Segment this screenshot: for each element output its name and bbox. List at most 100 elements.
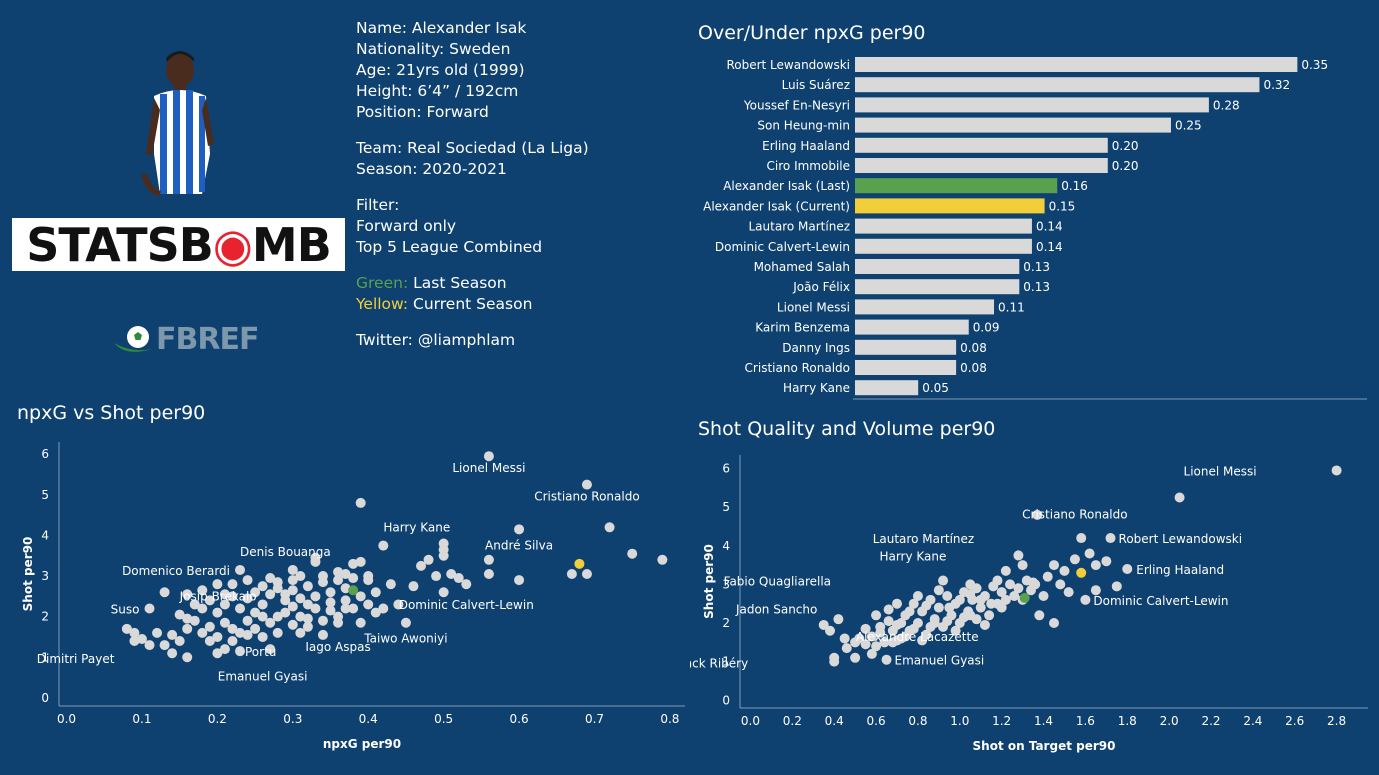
scatter-point [883, 616, 894, 627]
scatter-point [235, 564, 246, 575]
x-tick-label: 0.6 [867, 714, 886, 728]
scatter-point [514, 524, 525, 535]
scatter-point [875, 621, 886, 632]
scatter-point [900, 631, 911, 642]
player-team: Team: Real Sociedad (La Liga) [356, 139, 589, 157]
statsbomb-logo: STATSB ◉ MB [12, 217, 345, 272]
y-tick-label: 0 [722, 693, 730, 707]
scatter-point [908, 598, 919, 609]
scatter-point [355, 556, 366, 567]
scatter-point [219, 589, 230, 600]
scatter-point [483, 569, 494, 579]
x-tick-label: 2.6 [1285, 714, 1304, 728]
y-tick-label: 4 [722, 539, 730, 553]
player-position: Position: Forward [356, 103, 489, 121]
x-tick-label: 0.6 [510, 712, 529, 726]
scatter-point [257, 611, 268, 622]
scatter-point [348, 558, 359, 569]
player-height: Height: 6’4” / 192cm [356, 82, 519, 100]
x-tick-label: 2.8 [1327, 714, 1346, 728]
bar-value-label: 0.08 [960, 361, 987, 375]
scatter-point [197, 585, 208, 596]
x-tick-label: 0.0 [741, 714, 760, 728]
scatter-point [979, 619, 990, 630]
scatter-point [227, 623, 238, 634]
scatter-point [1076, 533, 1087, 544]
x-tick-label: 1.4 [1034, 714, 1053, 728]
bar-category-label: Harry Kane [783, 381, 850, 395]
bar [855, 380, 919, 396]
scatter-point [912, 590, 923, 601]
scatter-point [1049, 618, 1059, 629]
scatter-point [1034, 610, 1045, 621]
x-tick-label: 1.0 [950, 714, 969, 728]
scatter-point [348, 573, 359, 584]
scatter-point [189, 599, 200, 610]
bar [855, 259, 1020, 274]
scatter-point [325, 605, 336, 616]
x-tick-label: 0.5 [434, 712, 453, 726]
x-tick-label: 1.8 [1118, 714, 1137, 728]
scatter-point [965, 589, 976, 600]
point-label: Harry Kane [383, 521, 450, 535]
x-tick-label: 2.0 [1160, 714, 1179, 728]
bar-category-label: Mohamed Salah [754, 260, 850, 274]
bar-value-label: 0.14 [1036, 240, 1063, 254]
scatter-point [280, 589, 291, 600]
scatter-point [446, 569, 457, 579]
scatter-point [892, 635, 902, 646]
scatter-point [182, 613, 193, 624]
scatter-point [627, 548, 638, 559]
legend-green-text: Last Season [413, 274, 507, 292]
y-tick-label: 3 [722, 577, 730, 591]
scatter-point [975, 594, 986, 605]
scatter-point [1017, 560, 1028, 571]
scatter-point [514, 575, 525, 586]
statsbomb-logo-text-a: STATSB [26, 217, 214, 272]
scatter-point [355, 591, 366, 602]
bar-value-label: 0.14 [1036, 220, 1063, 234]
scatter-point [317, 571, 328, 582]
point-label: Harry Kane [879, 549, 946, 563]
scatter-point [378, 603, 389, 614]
scatter-point [984, 610, 995, 621]
scatter-point [325, 587, 336, 598]
legend-green-label: Green: [356, 274, 409, 292]
fbref-logo: FBREF [112, 322, 259, 357]
scatter-point [385, 579, 396, 590]
scatter-point [219, 599, 230, 610]
scatter-point [1174, 492, 1185, 503]
scatter-point [1005, 579, 1016, 590]
scatter-point [393, 599, 404, 610]
bar-value-label: 0.13 [1023, 260, 1050, 274]
scatter-point [370, 587, 381, 598]
x-axis-title: npxG per90 [323, 737, 401, 751]
scatter-point [431, 571, 442, 582]
scatter-point [295, 593, 306, 604]
bar-chart: Robert Lewandowski 0.35 Luis Suárez 0.32 You… [703, 57, 1367, 400]
scatter-point [219, 644, 230, 655]
scatter-point [317, 615, 328, 626]
point-label: Josip Brekalo [179, 590, 257, 604]
scatter-point [1055, 579, 1066, 590]
y-tick-label: 6 [41, 447, 49, 461]
scatter-point [883, 604, 894, 615]
scatter-point [1090, 585, 1101, 596]
x-tick-label: 2.2 [1201, 714, 1220, 728]
bar [855, 339, 957, 355]
scatter-point [881, 654, 892, 665]
scatter-point [1038, 590, 1049, 601]
x-tick-label: 0.0 [57, 712, 76, 726]
scatter-point [333, 575, 344, 586]
statsbomb-target-icon: ◉ [212, 217, 253, 272]
scatter-point-last-season [1019, 592, 1030, 603]
scatter-npxg-shot: 0.0 0.1 0.2 0.3 0.4 0.5 0.6 0.7 0.8 0 1 2 3 4 5 6 npxG p… [21, 442, 685, 751]
y-tick-label: 6 [722, 462, 730, 476]
scatter-point [174, 636, 185, 647]
y-tick-label: 2 [722, 616, 730, 630]
scatter-point [227, 579, 238, 590]
scatter-point [235, 646, 246, 657]
scatter-point [860, 623, 871, 634]
scatter-point [204, 595, 215, 606]
scatter-point [310, 591, 321, 602]
